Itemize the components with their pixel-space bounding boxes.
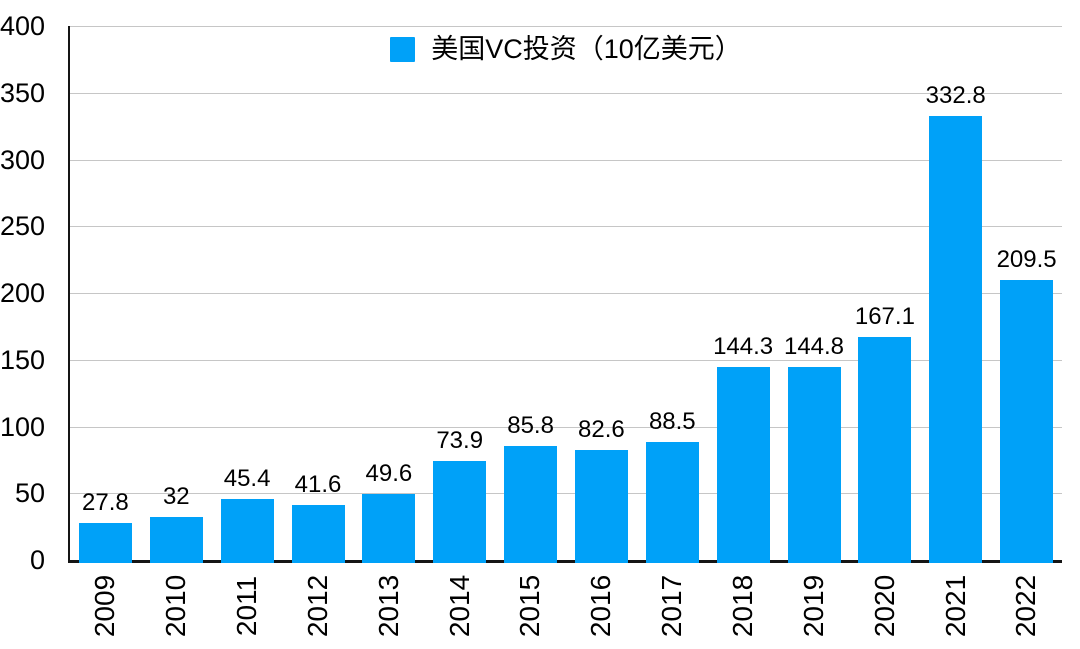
gridline-100 (70, 426, 1062, 428)
bar-2020 (858, 336, 912, 563)
y-axis-line (68, 26, 70, 563)
value-label-2009: 27.8 (82, 488, 129, 516)
x-tick-2016: 2016 (561, 566, 641, 646)
value-label-2017: 88.5 (648, 407, 696, 435)
value-label-2021: 332.8 (925, 81, 986, 109)
x-tick-label-2015: 2015 (514, 574, 546, 638)
y-tick-label-100: 100 (0, 411, 46, 442)
plot-area: 27.8 32 45.4 41.6 49.6 73.9 85.8 82.6 88.5 144.3 1… (68, 26, 1062, 563)
gridline-350 (70, 92, 1062, 94)
legend: 美国VC投资（10亿美元） (70, 36, 1062, 63)
y-axis: 0 50 100 150 200 250 300 350 400 (0, 11, 46, 575)
x-tick-2022: 2022 (987, 566, 1067, 646)
y-tick-label-50: 50 (14, 478, 45, 509)
bar-2019 (787, 366, 841, 563)
value-label-2015: 85.8 (507, 411, 554, 439)
y-tick-label-150: 150 (0, 344, 46, 375)
gridline-50 (70, 493, 1062, 495)
x-axis: 2009 2010 2011 2012 2013 2014 2015 2016 2017 2018… (70, 560, 1062, 649)
bar-2014 (433, 461, 487, 563)
x-tick-label-2022: 2022 (1010, 574, 1042, 638)
value-label-2022: 209.5 (996, 246, 1057, 274)
bar-2013 (362, 493, 416, 563)
value-label-2020: 167.1 (854, 302, 915, 330)
x-tick-label-2009: 2009 (89, 574, 121, 638)
x-tick-label-2016: 2016 (585, 574, 617, 638)
bar-2011 (220, 499, 274, 563)
value-label-2019: 144.8 (783, 332, 845, 360)
y-tick-label-200: 200 (0, 278, 46, 308)
value-label-2013: 49.6 (365, 459, 413, 487)
bar-2017 (645, 441, 699, 563)
x-tick-label-2019: 2019 (797, 574, 829, 638)
x-tick-2012: 2012 (278, 566, 358, 646)
bar-2022 (1000, 280, 1054, 563)
x-tick-label-2010: 2010 (160, 574, 192, 638)
bar-2021 (929, 115, 983, 563)
y-tick-label-350: 350 (0, 77, 46, 108)
x-tick-2020: 2020 (845, 566, 925, 646)
y-tick-label-300: 300 (0, 144, 46, 175)
x-tick-2019: 2019 (774, 566, 854, 646)
bar-2015 (504, 445, 558, 563)
x-tick-label-2014: 2014 (443, 574, 475, 638)
x-axis-line (68, 560, 1062, 563)
value-label-2016: 82.6 (578, 415, 625, 443)
x-tick-label-2018: 2018 (727, 574, 759, 638)
bar-2016 (574, 449, 628, 563)
bar-2018 (716, 367, 770, 563)
x-tick-label-2017: 2017 (656, 574, 688, 638)
bar-2012 (291, 504, 345, 563)
x-tick-2014: 2014 (420, 566, 500, 646)
value-label-2014: 73.9 (436, 427, 484, 455)
x-tick-label-2012: 2012 (301, 574, 333, 638)
x-tick-2011: 2011 (207, 566, 287, 646)
gridline-200 (70, 293, 1062, 294)
x-tick-2010: 2010 (136, 566, 216, 646)
bar-2010 (149, 517, 203, 563)
value-label-2018: 144.3 (713, 333, 774, 361)
value-label-2010: 32 (162, 483, 190, 511)
y-tick-label-400: 400 (0, 11, 46, 41)
gridline-250 (70, 226, 1062, 228)
x-tick-label-2013: 2013 (372, 574, 404, 638)
y-tick-label-0: 0 (29, 545, 45, 575)
x-tick-label-2020: 2020 (868, 574, 900, 638)
x-tick-2015: 2015 (491, 566, 571, 646)
x-tick-2021: 2021 (916, 566, 996, 646)
x-tick-2009: 2009 (65, 566, 145, 646)
x-tick-2018: 2018 (703, 566, 783, 646)
legend-label: 美国VC投资（10亿美元） (431, 34, 742, 64)
x-tick-label-2021: 2021 (939, 574, 971, 638)
x-tick-2013: 2013 (349, 566, 429, 646)
gridline-300 (70, 159, 1062, 161)
gridline-400 (70, 26, 1062, 27)
legend-swatch (390, 37, 416, 62)
value-label-2011: 45.4 (223, 465, 271, 493)
value-label-2012: 41.6 (294, 470, 342, 498)
y-tick-label-250: 250 (0, 211, 46, 242)
gridline-150 (70, 359, 1062, 361)
x-tick-2017: 2017 (632, 566, 712, 646)
x-tick-label-2011: 2011 (231, 575, 263, 637)
bar-2009 (78, 522, 132, 563)
